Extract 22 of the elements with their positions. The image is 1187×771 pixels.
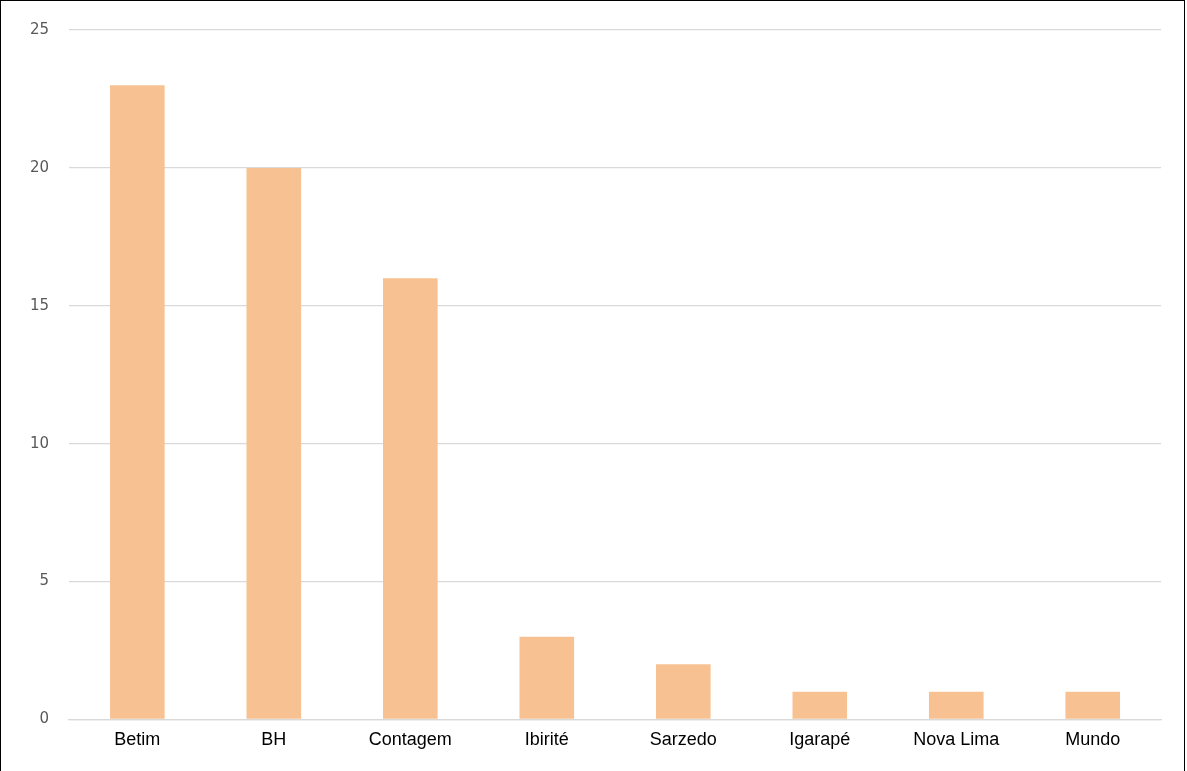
y-tick-label: 15 [29,295,50,314]
bar [792,691,848,719]
x-tick-label: Ibirité [524,729,569,750]
y-tick-label: 0 [39,709,50,728]
bar [928,691,984,719]
x-tick-label: Contagem [368,729,452,750]
x-tick-label: Igarapé [789,729,851,750]
y-tick-label: 10 [29,433,50,452]
bar [383,278,438,719]
bar [519,636,575,719]
bar [110,85,165,719]
x-tick-label: Nova Lima [913,729,1001,750]
bar [246,167,302,719]
y-tick-label: 25 [29,19,50,38]
y-tick-label: 20 [29,157,50,176]
x-tick-label: Mundo [1065,729,1121,750]
bar [1065,691,1121,719]
y-tick-label: 5 [39,571,50,590]
bar [655,664,711,719]
x-tick-label: Sarzedo [649,729,717,750]
x-tick-label: BH [261,729,287,750]
x-tick-label: Betim [114,729,161,750]
